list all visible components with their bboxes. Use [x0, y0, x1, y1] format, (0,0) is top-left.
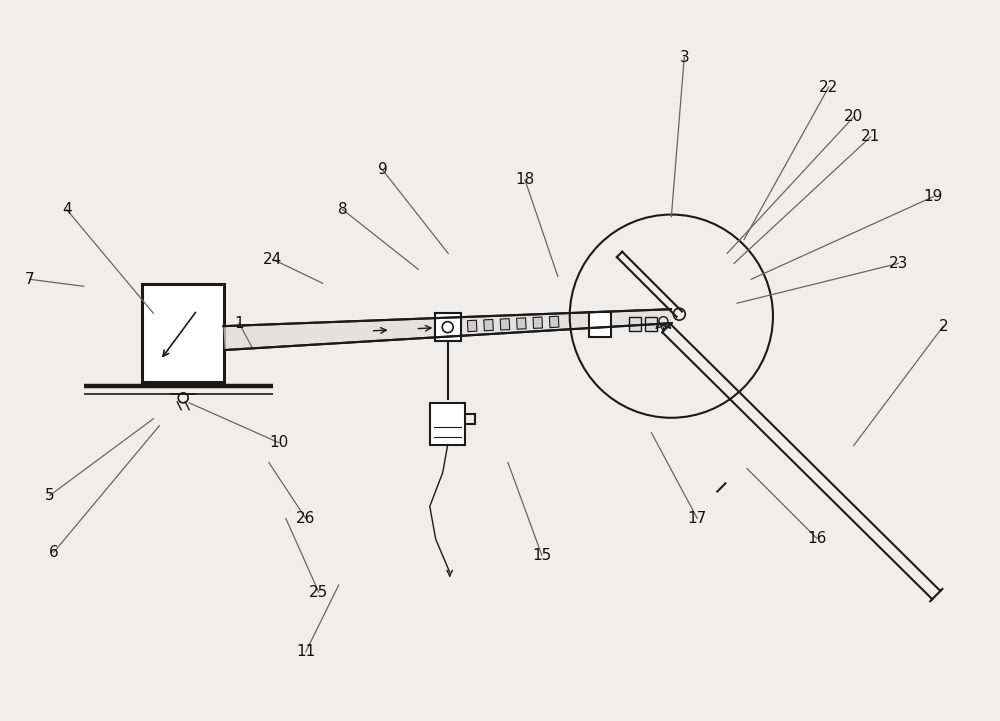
FancyBboxPatch shape	[589, 311, 611, 337]
Text: 8: 8	[338, 202, 347, 217]
Text: 15: 15	[532, 548, 551, 563]
Text: 18: 18	[515, 172, 535, 187]
Polygon shape	[549, 317, 559, 327]
Text: 17: 17	[688, 511, 707, 526]
Polygon shape	[533, 317, 542, 328]
Polygon shape	[223, 309, 672, 350]
FancyBboxPatch shape	[629, 317, 641, 331]
FancyBboxPatch shape	[435, 313, 461, 341]
Polygon shape	[517, 318, 526, 329]
Text: 20: 20	[844, 110, 863, 125]
Text: 26: 26	[296, 511, 315, 526]
Text: 23: 23	[889, 256, 908, 271]
Text: 21: 21	[861, 129, 880, 144]
Text: 11: 11	[296, 645, 315, 660]
Polygon shape	[484, 319, 493, 331]
Text: 4: 4	[62, 202, 71, 217]
Text: 7: 7	[25, 272, 35, 287]
Text: 22: 22	[819, 79, 838, 94]
Text: 9: 9	[378, 162, 387, 177]
Text: 16: 16	[807, 531, 826, 546]
Text: 25: 25	[309, 585, 328, 600]
FancyBboxPatch shape	[645, 317, 657, 331]
Text: 10: 10	[269, 435, 288, 450]
Text: 24: 24	[263, 252, 283, 267]
Polygon shape	[467, 320, 477, 332]
Text: 6: 6	[49, 545, 59, 559]
Text: 5: 5	[45, 488, 55, 503]
Text: 2: 2	[938, 319, 948, 334]
Text: 19: 19	[924, 189, 943, 204]
Polygon shape	[500, 319, 510, 330]
FancyBboxPatch shape	[142, 284, 224, 382]
Text: 3: 3	[679, 50, 689, 65]
Text: 1: 1	[234, 316, 244, 331]
FancyBboxPatch shape	[430, 403, 465, 445]
